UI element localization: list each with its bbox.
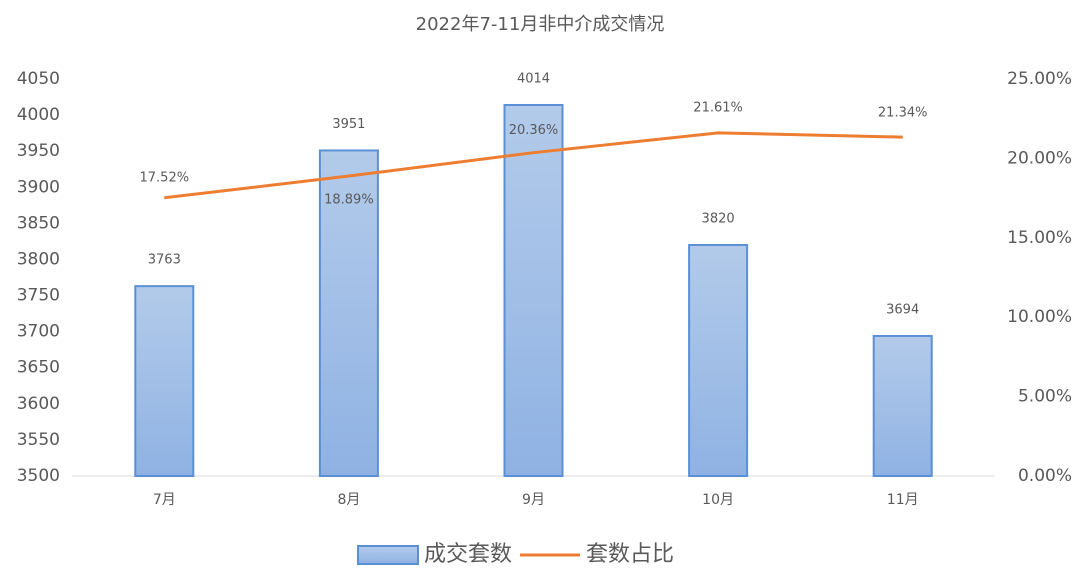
- y2-tick-label: 25.00%: [1007, 69, 1072, 89]
- chart-title: 2022年7-11月非中介成交情况: [416, 14, 665, 35]
- y-tick-label: 3600: [17, 394, 60, 414]
- y-tick-label: 3650: [17, 358, 60, 378]
- bar: [318, 149, 379, 478]
- x-tick-label: 9月: [522, 492, 545, 508]
- bar: [134, 285, 195, 477]
- x-tick-label: 7月: [153, 492, 176, 508]
- bar: [688, 244, 749, 477]
- y-tick-label: 3850: [17, 213, 60, 233]
- x-tick-label: 10月: [702, 492, 734, 508]
- y2-tick-label: 5.00%: [1018, 387, 1072, 407]
- y-tick-label: 3550: [17, 430, 60, 450]
- bar-value-label: 3694: [886, 302, 919, 317]
- bar: [503, 103, 564, 478]
- legend-label: 套数占比: [586, 542, 674, 567]
- line-value-label: 21.61%: [693, 100, 743, 115]
- bar-value-label: 4014: [517, 71, 550, 86]
- bar-value-label: 3820: [702, 212, 735, 227]
- bar-value-label: 3763: [148, 253, 181, 268]
- legend-swatch: [357, 545, 419, 565]
- y-tick-label: 3800: [17, 249, 60, 269]
- y-tick-label: 3950: [17, 141, 60, 161]
- bar: [872, 334, 933, 478]
- y-tick-label: 3900: [17, 177, 60, 197]
- y-tick-label: 3700: [17, 322, 60, 342]
- line-value-label: 20.36%: [509, 123, 559, 138]
- x-tick-label: 11月: [887, 492, 919, 508]
- line-value-label: 18.89%: [324, 193, 374, 208]
- x-tick-label: 8月: [337, 492, 360, 508]
- y-tick-label: 3500: [17, 466, 60, 486]
- y2-tick-label: 20.00%: [1007, 148, 1072, 168]
- line-value-label: 17.52%: [140, 170, 190, 185]
- y2-tick-label: 15.00%: [1007, 228, 1072, 248]
- bar-value-label: 3951: [332, 117, 365, 132]
- y-tick-label: 4000: [17, 105, 60, 125]
- y-tick-label: 4050: [17, 69, 60, 89]
- line: [164, 131, 903, 200]
- y-tick-label: 3750: [17, 286, 60, 306]
- y2-tick-label: 0.00%: [1018, 466, 1072, 486]
- line-value-label: 21.34%: [878, 106, 928, 121]
- y2-tick-label: 10.00%: [1007, 307, 1072, 327]
- legend-label: 成交套数: [424, 542, 512, 567]
